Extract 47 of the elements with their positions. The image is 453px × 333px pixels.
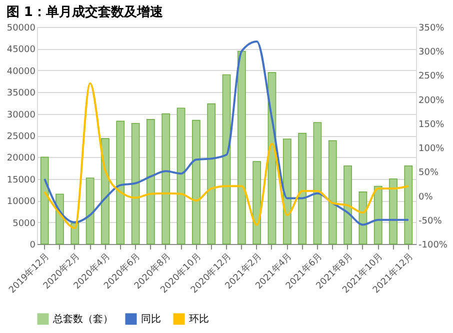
line-series [44,82,410,230]
y2-tick-label: 350% [418,24,445,34]
y2-tick-label: -100% [418,240,448,250]
line-series [44,40,410,226]
legend-label: 环比 [189,313,209,325]
bar [404,165,413,244]
y2-tick-label: 0% [418,192,434,202]
y-tick-label: 40000 [6,66,36,77]
y2-tick-label: 200% [418,96,445,106]
bar [252,161,262,244]
bar [162,113,170,244]
y2-tick-label: 250% [418,72,445,82]
bar [222,74,231,244]
y2-tick-label: 50% [418,168,439,178]
bar [328,140,337,244]
bar [237,50,246,244]
y2-tick-label: -50% [418,216,442,226]
bar [298,132,306,244]
y2-tick-label: 300% [418,48,445,58]
y-tick-label: 35000 [6,88,36,99]
y-tick-label: 50000 [6,24,36,34]
y-tick-label: 0 [30,240,36,250]
bar [207,103,216,244]
y-tick-label: 45000 [6,45,36,56]
bar [344,165,352,244]
bar [389,178,398,244]
y-tick-label: 30000 [6,110,36,120]
legend-label: 总套数（套） [52,313,113,325]
bar [86,178,94,244]
y-tick-label: 15000 [6,175,36,186]
bar [192,120,200,244]
y-tick-label: 25000 [6,132,36,142]
bar [374,186,382,244]
bar [131,122,140,244]
bar [176,108,186,244]
bar [40,156,49,244]
y-tick-label: 20000 [6,154,36,164]
y2-tick-label: 150% [418,120,445,130]
legend-label: 同比 [141,313,161,325]
bar [313,122,322,244]
bar [146,119,155,244]
y2-tick-label: 100% [418,144,445,154]
y-tick-label: 5000 [12,218,36,229]
bar [282,138,292,244]
bar [116,120,125,244]
y-tick-label: 10000 [6,197,36,208]
chart-title: 图 1：单月成交套数及增速 [6,4,164,20]
